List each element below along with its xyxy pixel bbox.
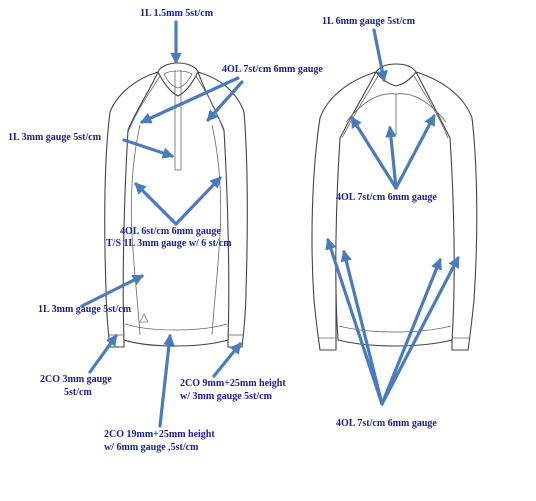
label-panel-front-line2: T/S 1L 3mm gauge w/ 6 st/cm xyxy=(106,238,232,249)
front-hem-band xyxy=(124,323,228,331)
callout-arrows xyxy=(80,20,460,428)
label-cuff-front-right-line2: w/ 3mm gauge 5st/cm xyxy=(180,391,273,402)
label-hem-front-line2: w/ 6mm gauge ,5st/cm xyxy=(104,442,199,453)
front-panel-right xyxy=(211,124,222,336)
arrow-hem-body-front xyxy=(80,274,145,308)
arrow-shoulder-front-left xyxy=(139,76,240,124)
back-raglan-right xyxy=(413,75,449,139)
label-collar-front: 1L 3mm gauge 5st/cm xyxy=(8,132,102,143)
label-panel-front-line1: 4OL 6st/cm 6mm gauge xyxy=(120,226,221,237)
label-shoulder-front: 4OL 7st/cm 6mm gauge xyxy=(222,64,323,75)
arrow-sleeve-back-4 xyxy=(380,255,460,406)
front-collar-inner xyxy=(163,70,193,89)
arrow-panel-front-right xyxy=(174,176,222,226)
arrow-cuff-front-left xyxy=(88,334,118,374)
back-raglan-left xyxy=(341,75,379,139)
back-garment-drawing xyxy=(311,63,478,351)
arrow-collar-front xyxy=(122,138,175,159)
arrow-panel-front-left xyxy=(134,182,178,226)
callout-labels: 1L 1.5mm 5st/cm 4OL 7st/cm 6mm gauge 1L … xyxy=(8,8,437,453)
arrow-cuff-front-right xyxy=(212,342,242,378)
back-hem-band xyxy=(338,325,452,333)
label-sleeve-back: 4OL 7st/cm 6mm gauge xyxy=(336,418,437,429)
label-cuff-front-right-line1: 2CO 9mm+25mm height xyxy=(180,378,286,389)
front-body xyxy=(122,71,230,347)
arrow-top-back xyxy=(372,28,388,83)
front-panel-left xyxy=(130,124,141,336)
arrow-sleeve-back-3 xyxy=(380,257,442,406)
arrow-hem-front xyxy=(158,333,175,428)
label-hem-front-line1: 2CO 19mm+25mm height xyxy=(104,429,215,440)
front-raglan-right xyxy=(195,75,225,133)
front-raglan-left xyxy=(127,75,161,133)
front-garment-drawing xyxy=(104,62,248,348)
label-hem-body-front: 1L 3mm gauge 5st/cm xyxy=(38,304,132,315)
label-cuff-front-line1: 2CO 3mm gauge xyxy=(40,374,112,385)
label-top-back: 1L 6mm gauge 5st/cm xyxy=(322,16,416,27)
front-logo-icon xyxy=(139,313,149,323)
label-yoke-back: 4OL 7st/cm 6mm gauge xyxy=(336,192,437,203)
label-top-front: 1L 1.5mm 5st/cm xyxy=(140,8,214,19)
arrow-yoke-back-right xyxy=(394,113,436,190)
front-zipper xyxy=(174,70,182,171)
arrow-sleeve-back-1 xyxy=(325,237,384,406)
arrow-yoke-back-mid xyxy=(385,125,398,190)
arrow-shoulder-front-right xyxy=(206,80,244,122)
arrow-sleeve-back-2 xyxy=(340,249,384,406)
arrow-yoke-back-left xyxy=(350,116,398,190)
label-cuff-front-line2: 5st/cm xyxy=(64,387,92,398)
